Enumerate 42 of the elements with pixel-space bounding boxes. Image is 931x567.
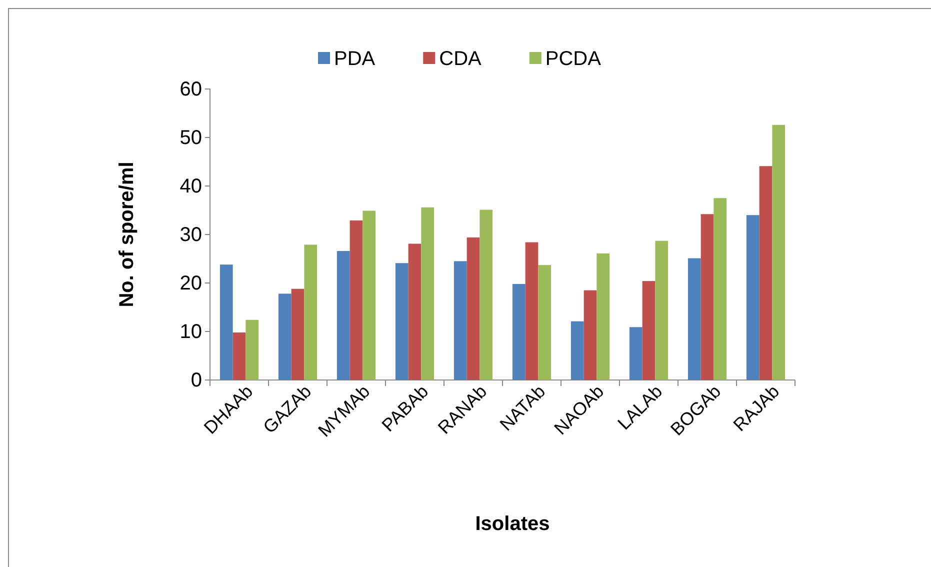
bar (278, 294, 292, 380)
bar (395, 263, 408, 380)
bar (336, 250, 350, 380)
legend-label: PDA (334, 48, 376, 70)
y-tick-label: 0 (190, 369, 202, 392)
bar (304, 244, 318, 380)
bar (570, 321, 584, 380)
bar (466, 237, 480, 380)
y-tick-label: 30 (180, 224, 202, 246)
bar (350, 220, 363, 380)
x-axis-title: Isolates (475, 513, 550, 535)
bar (232, 332, 246, 380)
bar (714, 198, 727, 380)
bar (759, 166, 772, 380)
bar (246, 320, 259, 380)
legend-label: PCDA (545, 48, 602, 70)
bar (596, 253, 610, 380)
bar (362, 210, 376, 380)
bar (525, 242, 538, 380)
bar (220, 264, 233, 380)
bar (584, 290, 597, 380)
y-tick-label: 20 (180, 272, 202, 294)
bar (291, 288, 304, 380)
bar (642, 281, 656, 380)
bar (746, 215, 760, 380)
y-tick-label: 60 (180, 78, 202, 100)
y-tick-label: 10 (180, 320, 202, 343)
bar (629, 327, 642, 380)
bar (421, 207, 434, 380)
y-axis-title: No. of spore/ml (116, 162, 138, 308)
bar (454, 261, 467, 380)
bar (408, 244, 422, 380)
legend-label: CDA (439, 48, 482, 70)
bar (512, 284, 526, 380)
bar (688, 258, 701, 380)
bar (772, 124, 786, 380)
bar (480, 210, 493, 380)
y-tick-label: 50 (180, 126, 202, 149)
bar (700, 214, 714, 380)
bar (655, 240, 668, 380)
bar (538, 265, 552, 380)
y-tick-label: 40 (180, 175, 202, 198)
